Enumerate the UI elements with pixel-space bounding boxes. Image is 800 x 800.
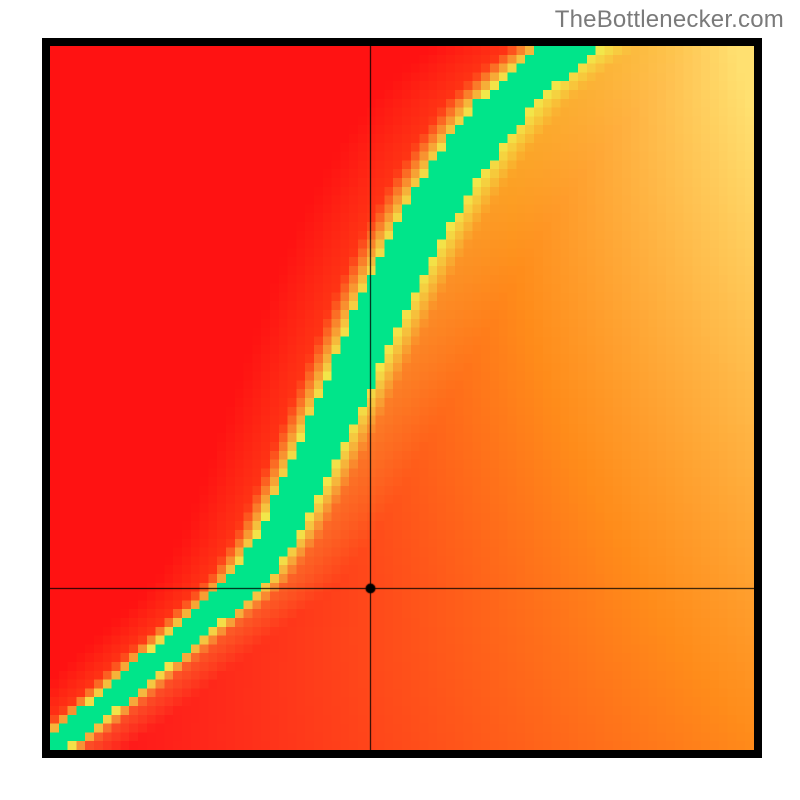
chart-root: TheBottlenecker.com — [0, 0, 800, 800]
crosshair-overlay — [50, 46, 754, 750]
watermark-text: TheBottlenecker.com — [555, 6, 784, 34]
